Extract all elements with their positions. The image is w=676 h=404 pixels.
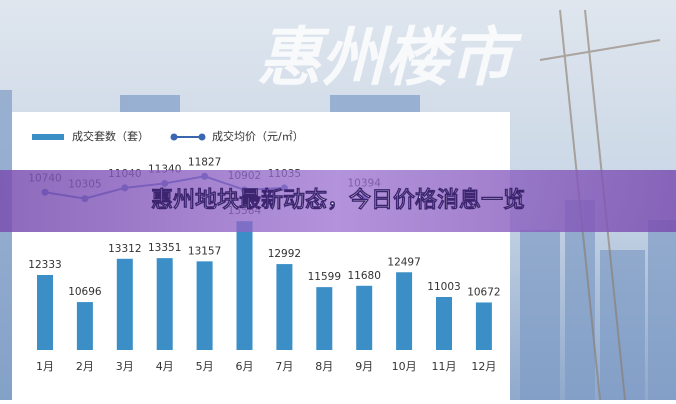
bar-value-label: 12497 — [387, 256, 420, 268]
watermark: 惠州楼市 — [257, 22, 523, 96]
buildings — [0, 90, 676, 400]
bar — [37, 274, 53, 350]
x-tick-label: 1月 — [36, 360, 54, 373]
bar — [436, 296, 452, 350]
bar-value-label: 11599 — [308, 271, 341, 283]
x-tick-label: 3月 — [116, 360, 134, 373]
chart-panel — [12, 112, 510, 400]
legend-swatch — [32, 134, 64, 140]
bar-value-label: 13312 — [108, 243, 141, 255]
bar-value-label: 11003 — [427, 281, 460, 293]
legend-dot — [170, 133, 178, 141]
x-tick-label: 4月 — [156, 360, 174, 373]
bar — [196, 261, 213, 350]
page-title: 惠州地块最新动态，今日价格消息一览 — [151, 187, 525, 213]
bar — [156, 258, 173, 350]
bar-value-label: 10672 — [467, 286, 500, 298]
bar-value-label: 13157 — [188, 245, 221, 257]
bar — [316, 287, 333, 350]
x-tick-label: 12月 — [471, 360, 496, 373]
bar-value-label: 12333 — [28, 259, 61, 271]
bar-value-label: 12992 — [268, 248, 301, 260]
legend-dot — [198, 133, 206, 141]
bar-value-label: 13351 — [148, 242, 181, 254]
bar — [475, 302, 492, 350]
x-tick-label: 8月 — [315, 360, 333, 373]
x-tick-label: 5月 — [196, 360, 214, 373]
x-tick-label: 9月 — [355, 360, 373, 373]
bar — [116, 258, 133, 350]
x-tick-label: 11月 — [432, 360, 457, 373]
x-tick-label: 2月 — [76, 360, 94, 373]
legend-label: 成交均价（元/㎡） — [212, 129, 304, 143]
bar-value-label: 11680 — [347, 270, 380, 282]
bar-value-label: 10696 — [68, 286, 102, 298]
x-tick-label: 10月 — [392, 360, 417, 373]
x-tick-label: 7月 — [275, 360, 293, 373]
line-value-label: 11827 — [188, 156, 221, 168]
bar — [236, 221, 253, 350]
bar — [356, 285, 373, 350]
title-banner — [0, 170, 676, 232]
bar — [276, 264, 293, 350]
bar — [76, 302, 93, 350]
x-tick-label: 6月 — [236, 360, 254, 373]
legend-label: 成交套数（套） — [72, 129, 149, 143]
bar — [396, 272, 413, 350]
